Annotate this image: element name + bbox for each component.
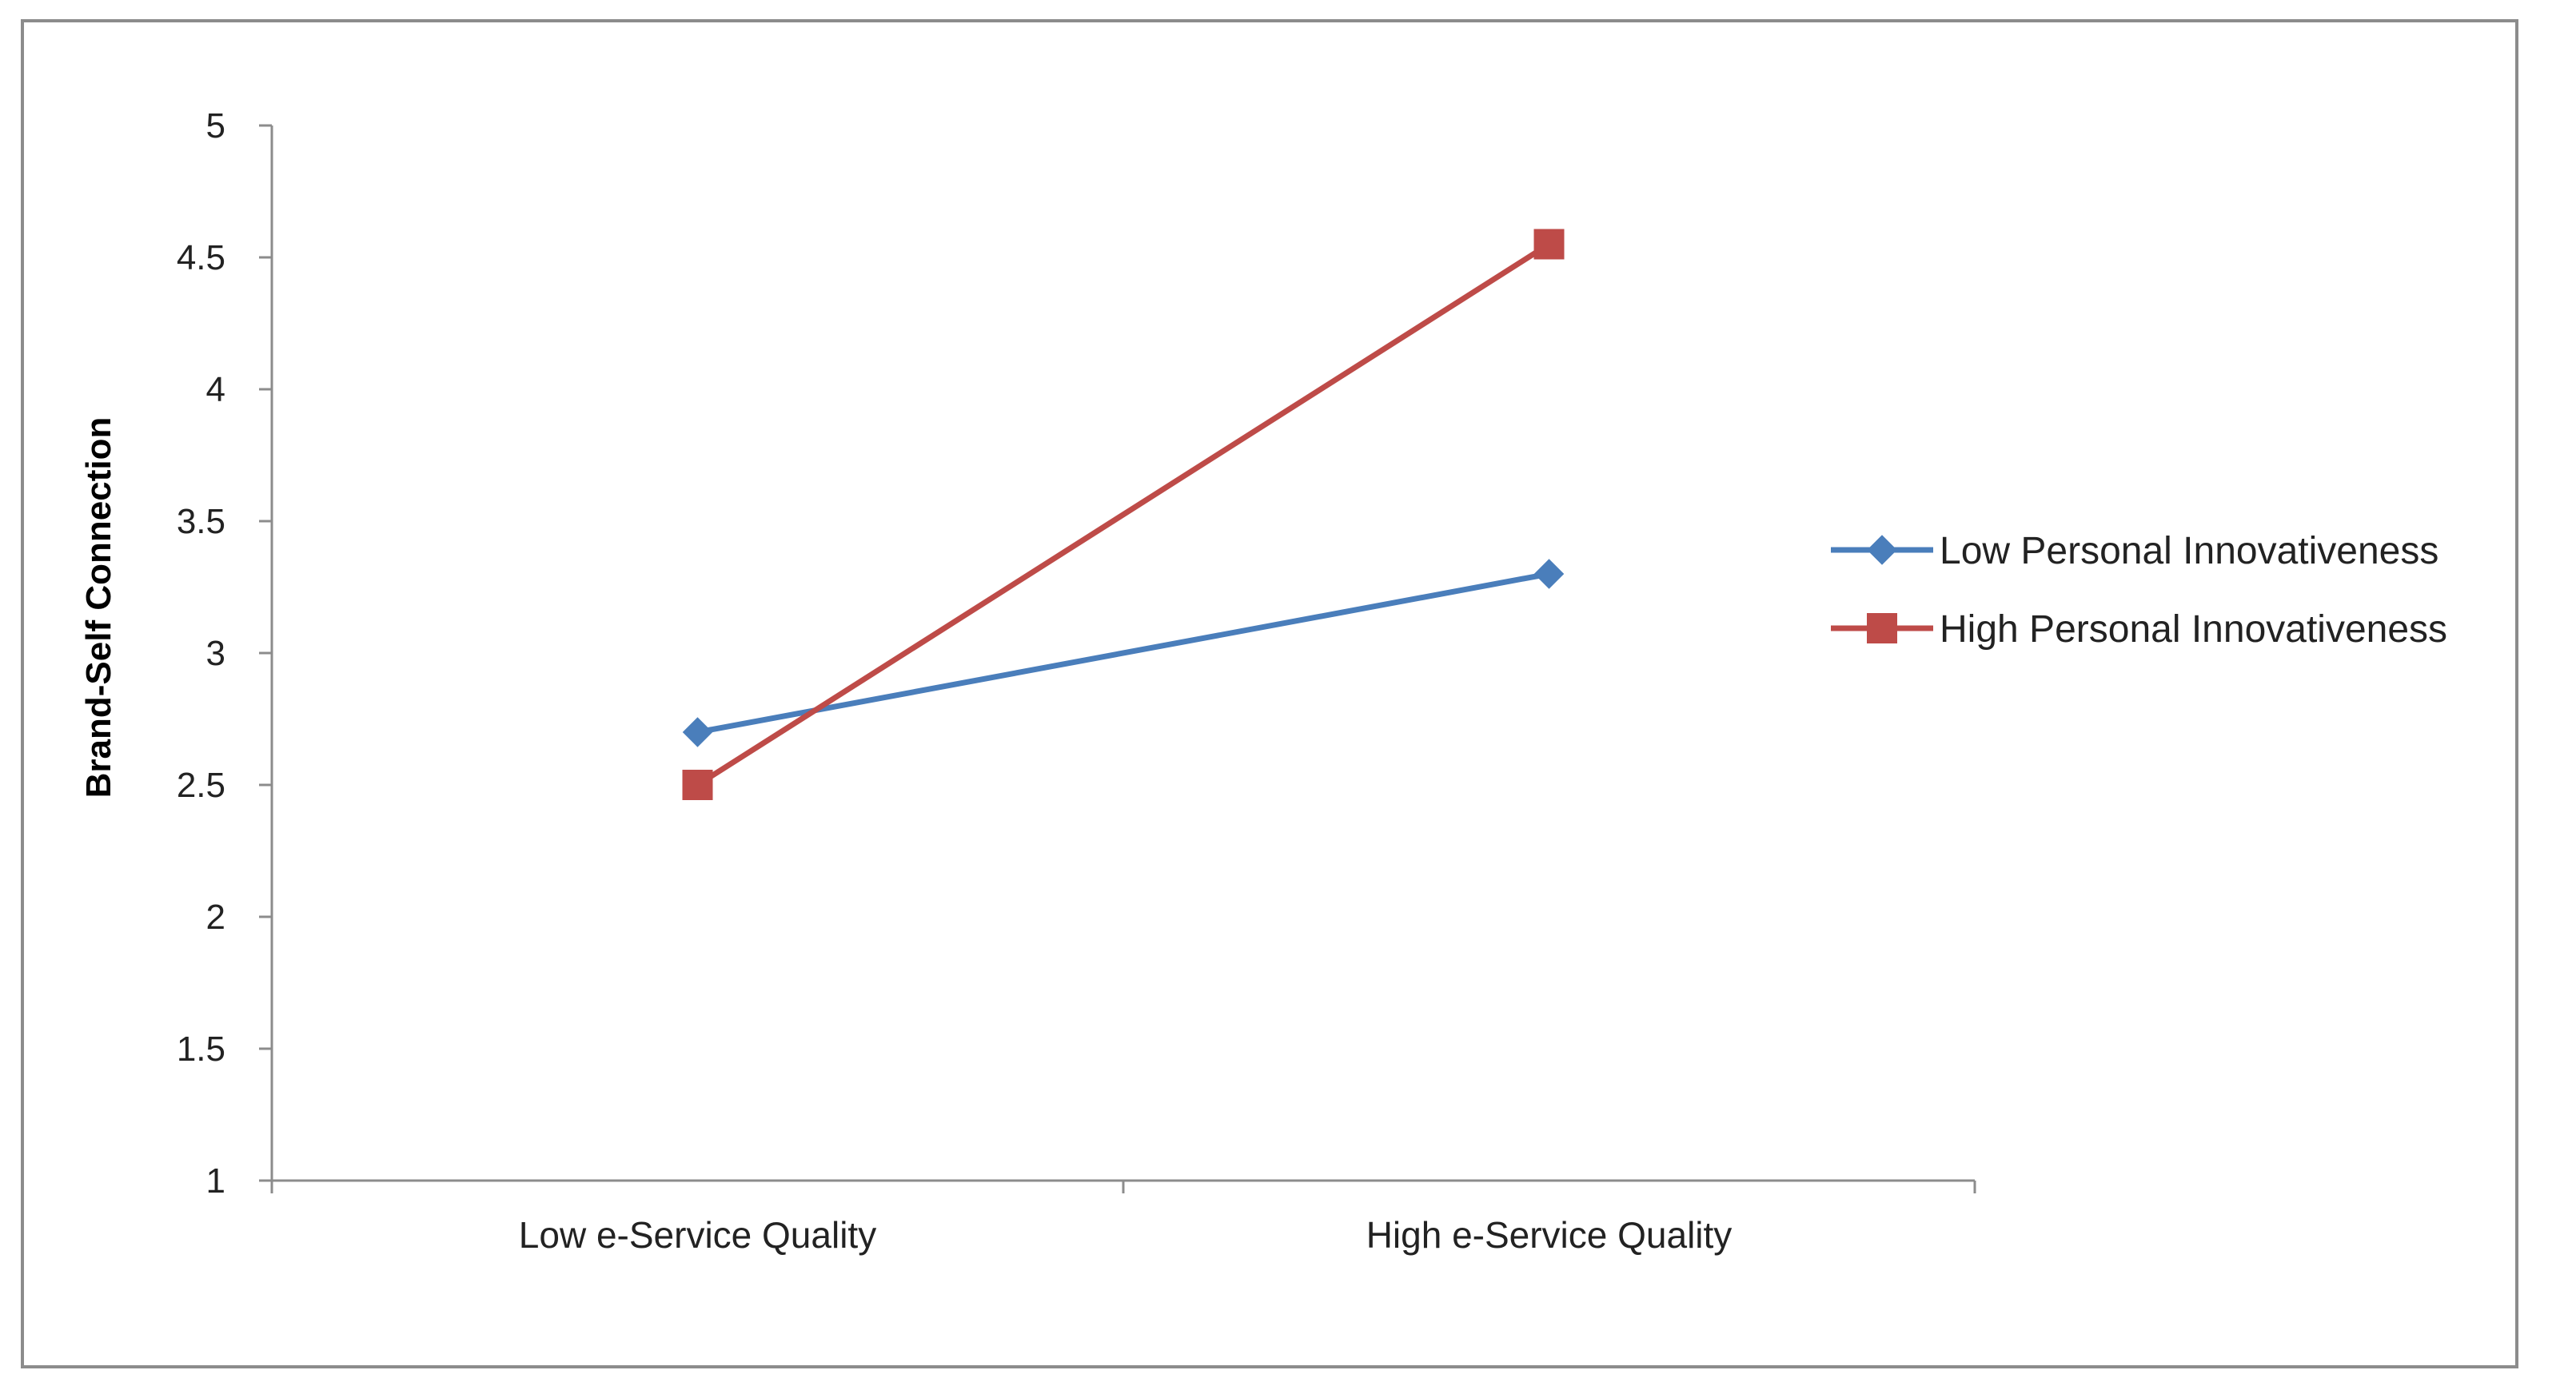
series-line (696, 241, 1551, 787)
y-axis-title: Brand-Self Connection (79, 417, 118, 799)
y-tick-label: 2.5 (177, 766, 225, 805)
square-marker (1867, 613, 1897, 643)
series-1 (682, 229, 1565, 800)
x-category-label: Low e-Service Quality (519, 1214, 876, 1256)
diamond-marker (1533, 559, 1565, 589)
y-tick-label: 4.5 (177, 238, 225, 277)
diamond-marker (1867, 535, 1897, 565)
y-tick-label: 2 (206, 898, 225, 937)
square-marker (1533, 229, 1565, 260)
legend-label: Low Personal Innovativeness (1940, 530, 2438, 572)
y-tick-label: 4 (206, 370, 225, 409)
x-axis-ticks: Low e-Service Quality High e-Service Qual… (270, 1181, 1976, 1256)
y-tick-label: 3 (206, 634, 225, 673)
legend-label: High Personal Innovativeness (1940, 608, 2447, 651)
legend: Low Personal Innovativeness High Personal… (1831, 530, 2447, 651)
legend-item: High Personal Innovativeness (1831, 608, 2447, 651)
series-0 (682, 559, 1565, 747)
series-line (696, 571, 1550, 735)
y-tick-label: 1 (206, 1161, 225, 1201)
y-tick-label: 1.5 (177, 1030, 225, 1069)
chart-frame (21, 19, 2518, 1368)
y-axis-ticks: 1 1.5 2 2.5 3 3.5 4 4.5 5 (177, 106, 272, 1201)
x-category-label: High e-Service Quality (1366, 1214, 1733, 1256)
y-tick-label: 3.5 (177, 502, 225, 541)
legend-item: Low Personal Innovativeness (1831, 530, 2438, 572)
series-layer (682, 229, 1565, 800)
square-marker (682, 770, 713, 800)
y-tick-label: 5 (206, 106, 225, 145)
diamond-marker (682, 717, 713, 747)
